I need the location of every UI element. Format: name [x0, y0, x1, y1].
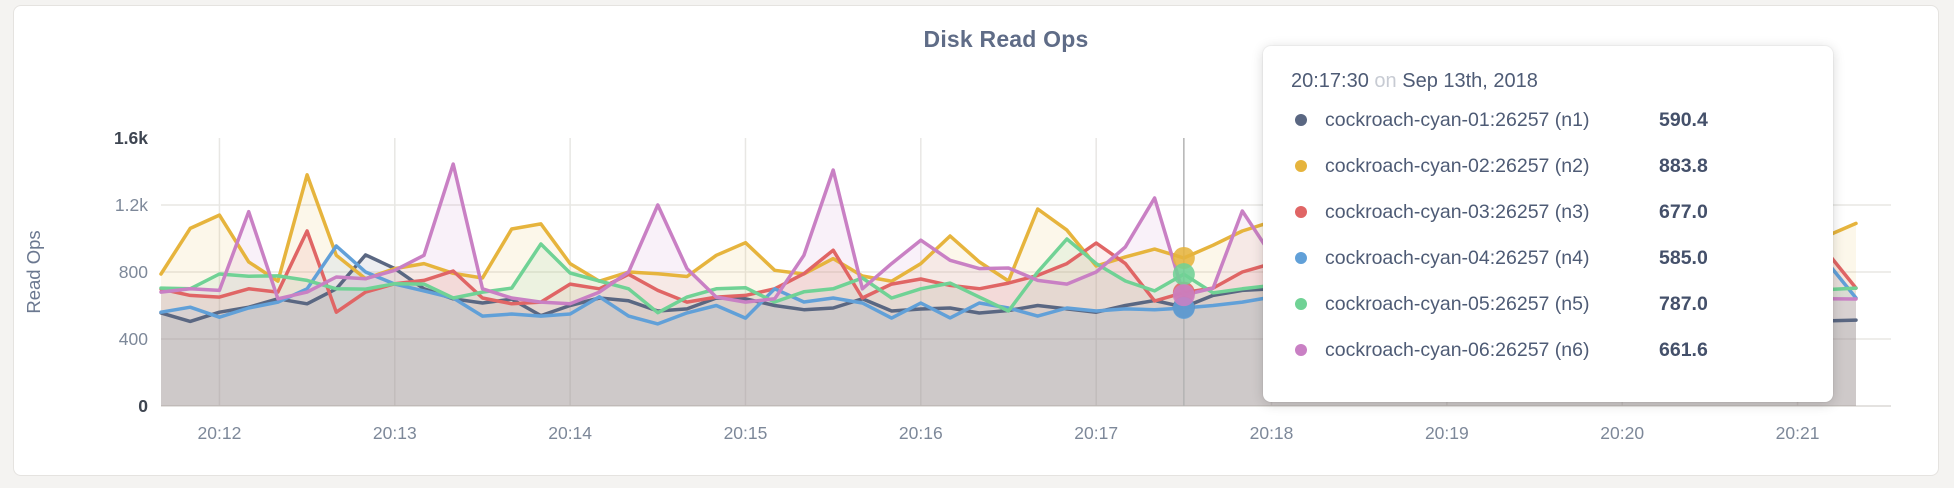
- y-tick-label: 400: [119, 329, 148, 349]
- tooltip-series-name: cockroach-cyan-03:26257 (n3): [1325, 200, 1590, 223]
- hover-dot-n6: [1172, 284, 1195, 307]
- x-tick-label: 20:14: [548, 423, 592, 443]
- x-tick-label: 20:13: [373, 423, 417, 443]
- tooltip-row: cockroach-cyan-01:26257 (n1) 590.4: [1289, 97, 1807, 143]
- hover-dot-n2: [1172, 246, 1195, 269]
- x-tick-label: 20:21: [1776, 423, 1820, 443]
- tooltip-series-value: 661.6: [1659, 338, 1708, 361]
- hover-dot-n5: [1172, 263, 1195, 286]
- tooltip-row: cockroach-cyan-04:26257 (n4) 585.0: [1289, 235, 1807, 281]
- tooltip-row: cockroach-cyan-05:26257 (n5) 787.0: [1289, 281, 1807, 327]
- tooltip-series-value: 787.0: [1659, 292, 1708, 315]
- y-tick-label: 1.6k: [114, 128, 148, 148]
- y-tick-label: 800: [119, 262, 148, 282]
- tooltip-header: 20:17:30 on Sep 13th, 2018: [1291, 70, 1807, 93]
- y-tick-label: 0: [138, 396, 148, 416]
- x-tick-label: 20:12: [198, 423, 242, 443]
- tooltip-series-dot: [1295, 298, 1307, 310]
- y-tick-label: 1.2k: [115, 195, 148, 215]
- tooltip-row: cockroach-cyan-03:26257 (n3) 677.0: [1289, 189, 1807, 235]
- tooltip-time: 20:17:30: [1291, 70, 1369, 92]
- tooltip-series-name: cockroach-cyan-06:26257 (n6): [1325, 338, 1590, 361]
- x-tick-label: 20:19: [1425, 423, 1469, 443]
- tooltip-conjunction: on: [1374, 70, 1397, 92]
- tooltip-series-value: 590.4: [1659, 108, 1708, 131]
- tooltip-series-dot: [1295, 206, 1307, 218]
- hover-tooltip: 20:17:30 on Sep 13th, 2018 cockroach-cya…: [1263, 46, 1833, 402]
- tooltip-series-value: 677.0: [1659, 200, 1708, 223]
- tooltip-series-dot: [1295, 252, 1307, 264]
- tooltip-series-name: cockroach-cyan-02:26257 (n2): [1325, 154, 1590, 177]
- tooltip-date: Sep 13th, 2018: [1402, 70, 1538, 92]
- chart-card: Disk Read Ops 20:12 20:13 20:14 20:15 20:16 2…: [13, 5, 1939, 476]
- x-tick-label: 20:18: [1250, 423, 1294, 443]
- x-tick-label: 20:20: [1600, 423, 1644, 443]
- x-tick-label: 20:15: [724, 423, 768, 443]
- y-axis-label: Read Ops: [23, 230, 44, 313]
- chart-title: Disk Read Ops: [923, 26, 1089, 52]
- tooltip-series-value: 883.8: [1659, 154, 1708, 177]
- tooltip-series-name: cockroach-cyan-04:26257 (n4): [1325, 246, 1590, 269]
- tooltip-row: cockroach-cyan-02:26257 (n2) 883.8: [1289, 143, 1807, 189]
- tooltip-series-dot: [1295, 160, 1307, 172]
- tooltip-series-value: 585.0: [1659, 246, 1708, 269]
- tooltip-series-name: cockroach-cyan-01:26257 (n1): [1325, 108, 1590, 131]
- tooltip-series-dot: [1295, 344, 1307, 356]
- tooltip-row: cockroach-cyan-06:26257 (n6) 661.6: [1289, 327, 1807, 373]
- x-tick-label: 20:16: [899, 423, 943, 443]
- tooltip-rows: cockroach-cyan-01:26257 (n1) 590.4 cockroa…: [1289, 97, 1807, 373]
- tooltip-series-dot: [1295, 114, 1307, 126]
- tooltip-series-name: cockroach-cyan-05:26257 (n5): [1325, 292, 1590, 315]
- x-tick-label: 20:17: [1074, 423, 1118, 443]
